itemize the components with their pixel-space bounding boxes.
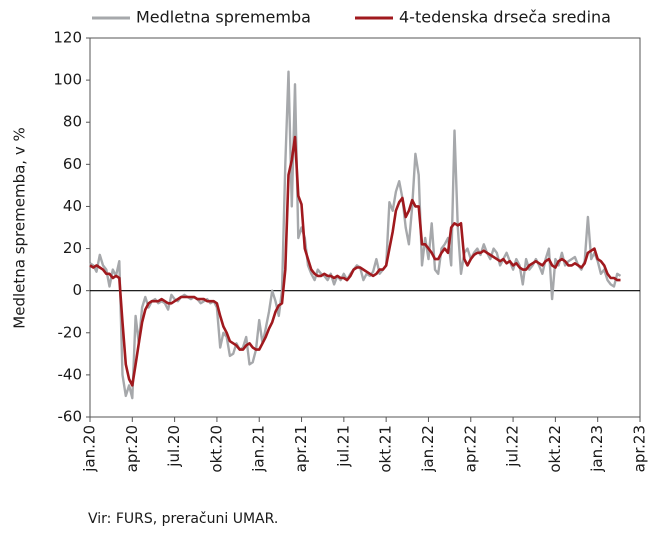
legend-label: Medletna sprememba — [136, 8, 311, 27]
x-tick-label: jul.20 — [165, 425, 183, 468]
x-tick-label: jul.21 — [334, 425, 352, 468]
source: Vir: FURS, preračuni UMAR. — [88, 511, 278, 527]
x-tick-label: okt.22 — [546, 425, 564, 473]
y-tick-label: -40 — [58, 365, 83, 383]
legend-label: 4-tedenska drseča sredina — [399, 8, 611, 27]
y-tick-label: -60 — [58, 408, 83, 426]
y-tick-label: 60 — [63, 155, 82, 173]
plot-frame — [89, 37, 641, 418]
x-tick-label: okt.21 — [377, 425, 395, 473]
x-tick-label: apr.23 — [631, 425, 649, 472]
y-tick-label: 80 — [63, 113, 82, 131]
y-axis-label: Medletna sprememba, v % — [11, 127, 29, 328]
x-tick-label: apr.22 — [461, 425, 479, 472]
y-tick-label: 120 — [53, 29, 82, 47]
series-line — [89, 70, 622, 400]
y-tick-label: 40 — [63, 197, 82, 215]
y-tick-label: 20 — [63, 239, 82, 257]
x-tick-label: okt.20 — [207, 425, 225, 473]
x-tick-label: apr.20 — [123, 425, 141, 472]
y-tick-label: 0 — [72, 281, 82, 299]
x-tick-label: jul.22 — [504, 425, 522, 468]
x-tick-label: jan.23 — [588, 425, 606, 473]
x-tick-label: jan.20 — [81, 425, 99, 473]
x-tick-label: jan.22 — [419, 425, 437, 473]
y-tick-label: -20 — [58, 323, 83, 341]
series-line — [89, 135, 621, 387]
x-tick-label: jan.21 — [250, 425, 268, 473]
y-tick-label: 100 — [53, 71, 82, 89]
x-tick-label: apr.21 — [292, 425, 310, 472]
